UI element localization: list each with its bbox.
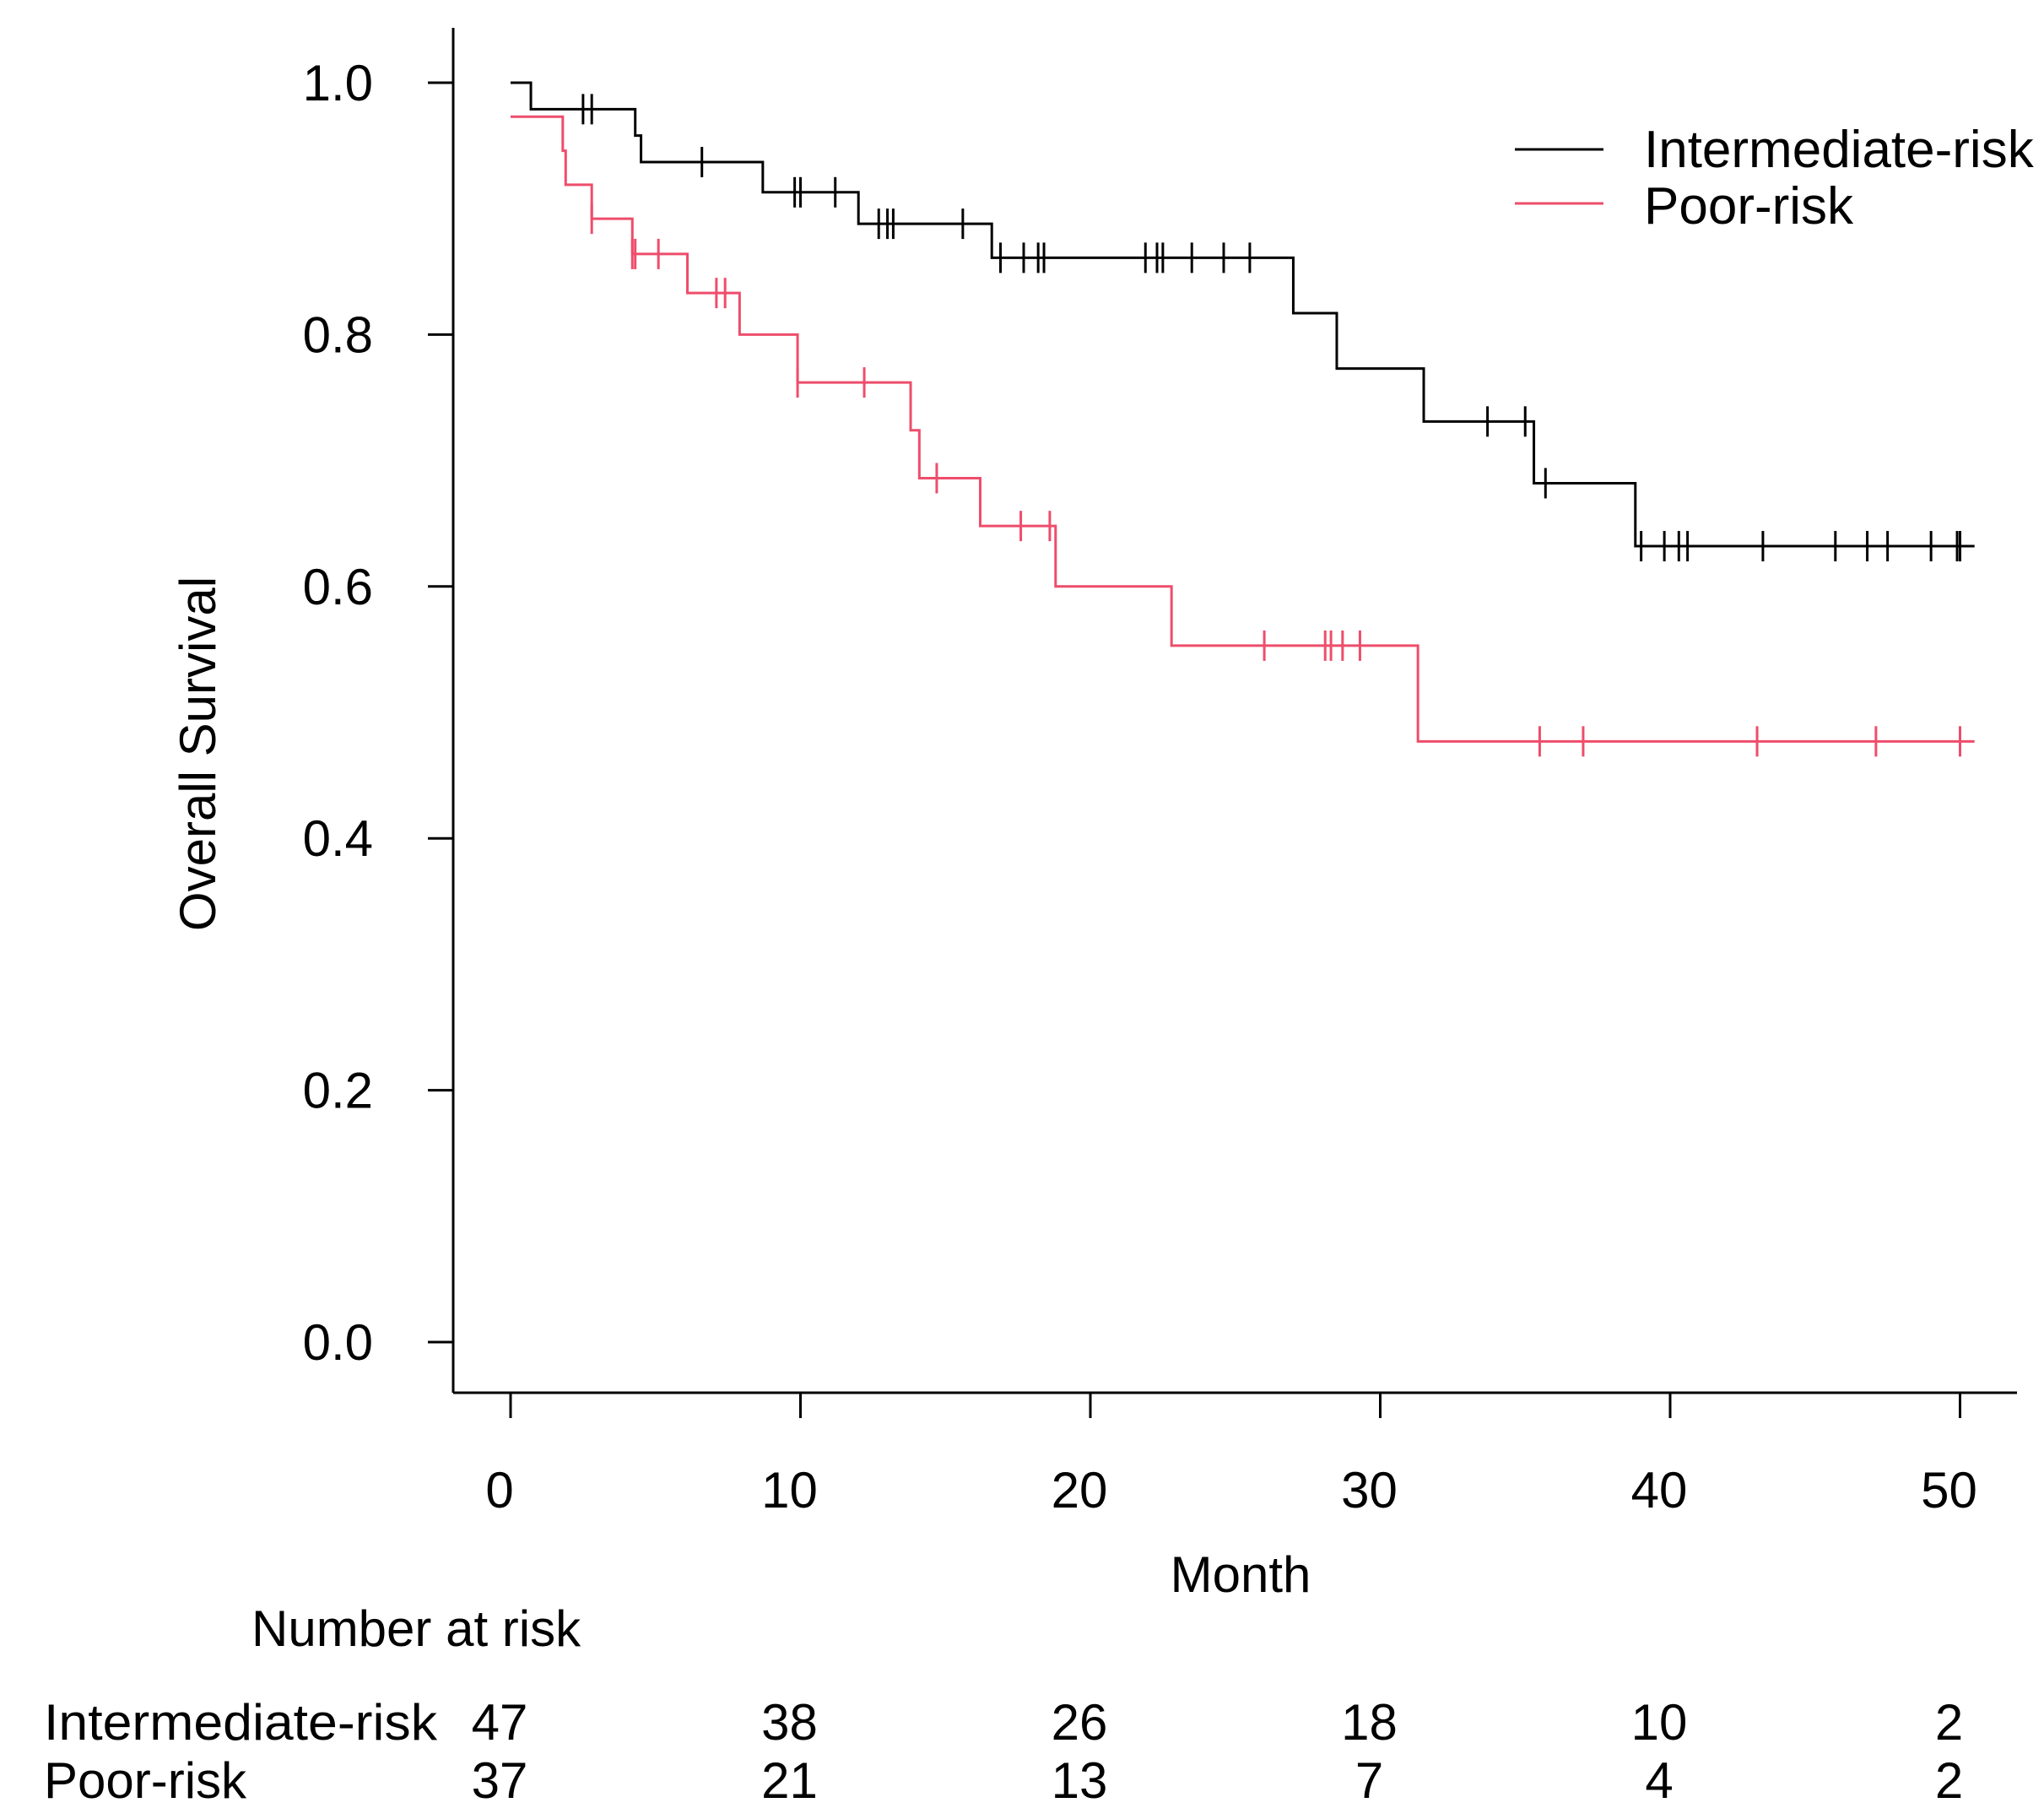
y-tick-label: 0.6 (303, 559, 373, 615)
risk-row-label-intermediate-risk: Intermediate-risk (44, 1694, 438, 1751)
x-axis-title: Month (1171, 1546, 1311, 1603)
y-tick-label: 0.0 (303, 1314, 373, 1371)
risk-count: 2 (1935, 1752, 1963, 1809)
y-axis-title: Overall Survival (170, 577, 226, 931)
series-layer (511, 81, 1975, 757)
risk-counts: 47 38 26 18 10 2 37 21 13 7 4 2 (472, 1694, 1964, 1809)
risk-count: 4 (1645, 1752, 1673, 1809)
series-intermediate-risk (511, 81, 1975, 562)
x-tick-label: 50 (1921, 1462, 1977, 1519)
number-at-risk-table: Number at risk Intermediate-risk Poor-ri… (44, 1600, 1963, 1809)
legend: Intermediate-risk Poor-risk (1515, 121, 2035, 235)
survival-curve-intermediate-risk (511, 81, 1975, 548)
risk-count: 21 (761, 1752, 818, 1809)
x-axis: 0 10 20 30 40 50 Month (453, 1391, 2017, 1603)
x-tick-label: 10 (761, 1462, 818, 1519)
risk-count: 7 (1355, 1752, 1383, 1809)
risk-count: 2 (1935, 1694, 1963, 1751)
y-tick-label: 0.4 (303, 810, 373, 867)
x-tick-label: 20 (1052, 1462, 1108, 1519)
risk-count: 18 (1341, 1694, 1398, 1751)
legend-label-intermediate-risk: Intermediate-risk (1644, 121, 2035, 179)
number-at-risk-title: Number at risk (251, 1600, 581, 1657)
risk-count: 47 (472, 1694, 528, 1751)
y-tick-label: 0.2 (303, 1063, 373, 1119)
risk-count: 13 (1052, 1752, 1108, 1809)
y-tick-label: 1.0 (303, 55, 373, 111)
x-tick-label: 0 (485, 1462, 513, 1519)
y-axis: 0.0 0.2 0.4 0.6 0.8 1.0 Overall Survival (170, 28, 455, 1393)
series-poor-risk (511, 115, 1975, 757)
x-ticks: 0 10 20 30 40 50 (485, 1393, 1977, 1519)
survival-curve-poor-risk (511, 115, 1975, 743)
risk-count: 26 (1052, 1694, 1108, 1751)
risk-count: 38 (761, 1694, 818, 1751)
x-tick-label: 30 (1341, 1462, 1398, 1519)
risk-row-label-poor-risk: Poor-risk (44, 1752, 247, 1809)
legend-label-poor-risk: Poor-risk (1644, 177, 1854, 235)
y-tick-label: 0.8 (303, 306, 373, 363)
risk-count: 10 (1631, 1694, 1688, 1751)
risk-count: 37 (472, 1752, 528, 1809)
y-ticks: 0.0 0.2 0.4 0.6 0.8 1.0 (303, 55, 453, 1371)
x-tick-label: 40 (1631, 1462, 1688, 1519)
